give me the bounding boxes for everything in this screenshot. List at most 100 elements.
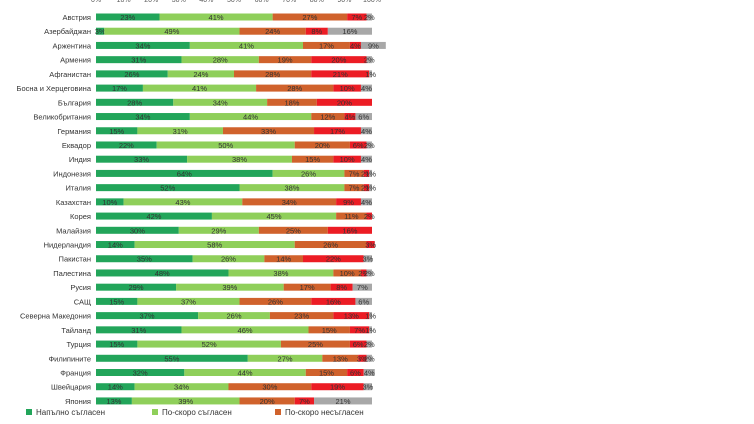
x-tick-label: 100% xyxy=(363,0,381,4)
bar-segment xyxy=(311,297,356,305)
bar-segment xyxy=(137,297,240,305)
bar-segment xyxy=(360,127,372,135)
bar-segment xyxy=(369,312,372,320)
data-label: 4% xyxy=(344,113,355,122)
legend: Напълно съгласен По-скоро съгласен По-скор… xyxy=(26,408,364,417)
bar-segment xyxy=(96,297,138,305)
data-label: 6% xyxy=(358,297,369,306)
data-label: 23% xyxy=(120,13,135,22)
bar-segment xyxy=(256,84,334,92)
data-label: 10% xyxy=(340,269,355,278)
bar-segment xyxy=(181,326,309,334)
category-label: Тайланд xyxy=(61,326,91,335)
data-label: 22% xyxy=(119,141,134,150)
bar-segment xyxy=(294,241,367,249)
data-label: 7% xyxy=(354,326,365,335)
data-label: 2% xyxy=(364,212,375,221)
bar-segment xyxy=(258,226,328,234)
bar-segment xyxy=(239,27,306,35)
bar-segment xyxy=(311,70,370,78)
bar-segment xyxy=(96,383,135,391)
data-label: 15% xyxy=(109,340,124,349)
bar-segment xyxy=(131,397,240,405)
category-label: Турция xyxy=(66,340,91,349)
bar-segment xyxy=(96,198,124,206)
bar-segment xyxy=(137,340,281,348)
x-tick-label: 30% xyxy=(172,0,186,4)
bar-segment xyxy=(305,369,348,376)
data-label: 43% xyxy=(175,198,190,207)
data-label: 2% xyxy=(364,56,375,65)
data-label: 49% xyxy=(164,27,179,36)
bar-segment xyxy=(352,283,372,291)
data-label: 17% xyxy=(330,127,345,136)
data-label: 27% xyxy=(302,13,317,22)
bar-segment xyxy=(369,184,372,192)
bar-segment xyxy=(311,113,345,121)
bar-segment xyxy=(96,84,143,92)
bar-segment xyxy=(327,27,372,35)
data-label: 33% xyxy=(261,127,276,136)
bar-segment xyxy=(333,312,370,320)
data-label: 1% xyxy=(365,70,376,79)
bar-segment xyxy=(363,383,372,391)
bar-segment xyxy=(264,255,303,263)
bar-segment xyxy=(336,212,367,220)
legend-swatch xyxy=(152,409,158,415)
data-label: 20% xyxy=(315,141,330,150)
bar-segment xyxy=(314,127,361,135)
data-label: 19% xyxy=(330,383,345,392)
bar-segment xyxy=(178,226,259,234)
data-label: 28% xyxy=(213,56,228,65)
data-label: 26% xyxy=(226,312,241,321)
bar-segment xyxy=(347,13,367,21)
bar-segment xyxy=(360,269,367,277)
bar-segment xyxy=(366,13,372,21)
data-label: 29% xyxy=(211,226,226,235)
bar-segment xyxy=(360,84,372,92)
bar-segment xyxy=(198,312,270,320)
data-label: 27% xyxy=(278,354,293,363)
bar-segment xyxy=(366,141,372,149)
bar-segment xyxy=(96,312,199,320)
data-label: 3% xyxy=(365,241,376,250)
data-label: 2% xyxy=(361,169,372,178)
bar-segment xyxy=(314,397,372,405)
data-label: 10% xyxy=(102,198,117,207)
bar-segment xyxy=(344,169,364,177)
data-label: 1% xyxy=(365,169,376,178)
category-label: Корея xyxy=(70,212,91,221)
bar-segment xyxy=(239,297,312,305)
bar-segment xyxy=(366,56,372,64)
data-label: 1% xyxy=(365,312,376,321)
bar-segment xyxy=(358,354,367,362)
bar-segment xyxy=(96,340,138,348)
data-label: 7% xyxy=(351,13,362,22)
data-label: 41% xyxy=(209,13,224,22)
data-label: 42% xyxy=(146,212,161,221)
bar-segment xyxy=(247,354,323,362)
bar-segment xyxy=(134,241,295,249)
bar-segment xyxy=(360,41,386,49)
bar-segment xyxy=(96,98,174,106)
bar-segment xyxy=(369,70,372,78)
bar-segment xyxy=(96,113,190,121)
data-label: 34% xyxy=(135,41,150,50)
data-label: 15% xyxy=(322,326,337,335)
data-label: 15% xyxy=(109,127,124,136)
data-label: 7% xyxy=(349,184,360,193)
data-label: 20% xyxy=(337,98,352,107)
data-label: 13% xyxy=(344,312,359,321)
bar-segment xyxy=(96,354,248,362)
bar-segment xyxy=(189,41,303,49)
data-label: 12% xyxy=(320,113,335,122)
bar-segment xyxy=(181,56,259,64)
data-label: 28% xyxy=(287,84,302,93)
data-label: 10% xyxy=(340,155,355,164)
bar-segment xyxy=(349,326,370,334)
bar-segment xyxy=(349,340,367,348)
category-label: Франция xyxy=(60,369,91,378)
data-label: 32% xyxy=(133,369,148,378)
bar-segment xyxy=(280,340,350,348)
